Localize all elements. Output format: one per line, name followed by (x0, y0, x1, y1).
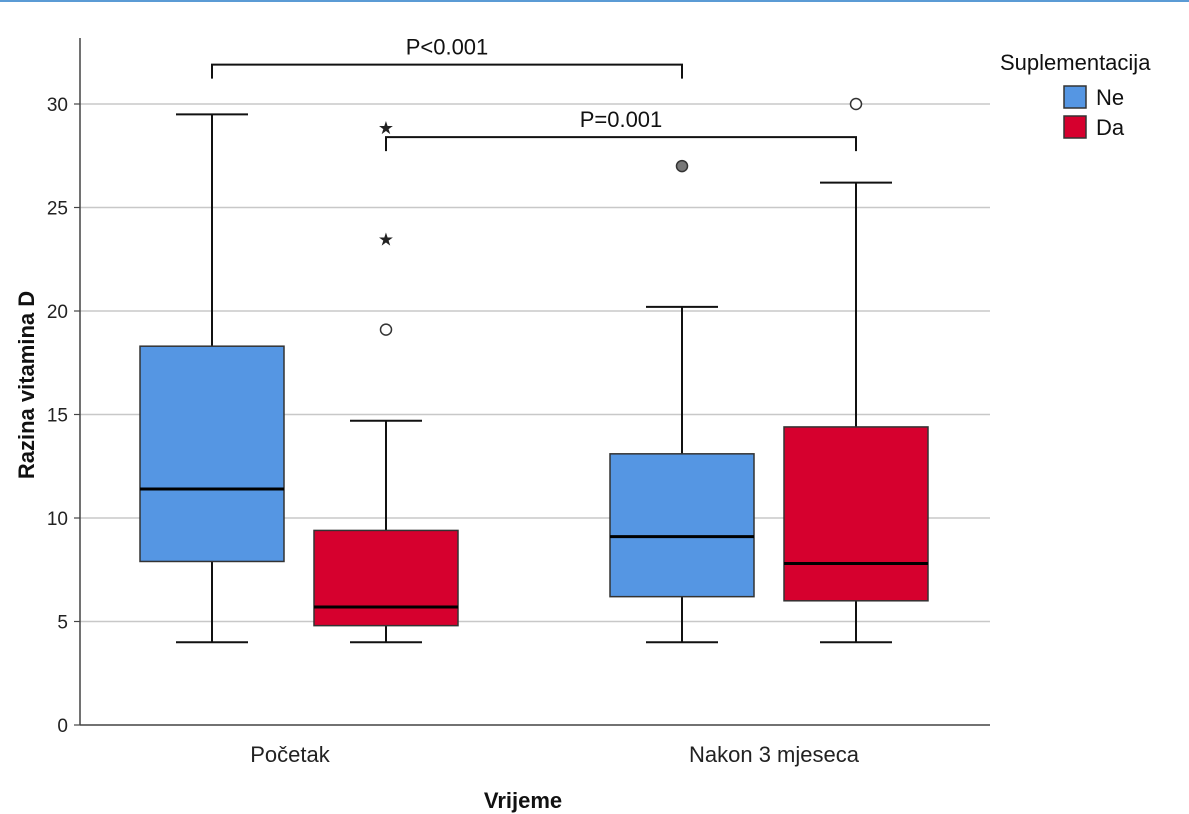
box-iqr (313, 529, 459, 627)
y-tick-label: 25 (47, 199, 68, 220)
axes (79, 38, 990, 726)
x-category-label: Početak (250, 742, 330, 767)
significance-label: P=0.001 (580, 107, 663, 132)
y-tick-label: 10 (47, 509, 68, 530)
box-iqr (139, 345, 285, 563)
significance-bracket: P=0.001 (385, 107, 857, 152)
outlier-point (675, 159, 689, 173)
legend-label: Ne (1096, 85, 1124, 110)
y-tick-label: 5 (57, 613, 68, 634)
box-2 (609, 159, 755, 644)
top-border-line (0, 0, 1189, 2)
bracket-line (385, 136, 857, 152)
legend-swatch (1063, 115, 1087, 139)
y-tick-label: 30 (47, 95, 68, 116)
extreme-point: ★ (378, 118, 394, 138)
significance-label: P<0.001 (406, 35, 489, 60)
box-3 (783, 97, 929, 644)
outlier-point (379, 323, 393, 336)
y-tick-label: 20 (47, 302, 68, 323)
y-tick-labels: 0 5 10 15 20 25 30 (47, 95, 80, 737)
y-axis-title: Razina vitamina D (14, 291, 39, 479)
boxes: ★★ (139, 97, 929, 644)
bracket-line (211, 63, 683, 79)
legend-label: Da (1096, 115, 1125, 140)
extreme-point: ★ (378, 230, 394, 250)
box-iqr (783, 426, 929, 602)
outlier-point (849, 97, 863, 111)
box-0 (139, 113, 285, 644)
box-1: ★★ (313, 118, 459, 644)
significance-annotations: P<0.001 P=0.001 (211, 35, 857, 152)
box-iqr (609, 453, 755, 598)
x-axis-title: Vrijeme (484, 788, 562, 813)
y-tick-label: 15 (47, 406, 68, 427)
legend-title: Suplementacija (1000, 50, 1151, 75)
x-category-labels: Početak Nakon 3 mjeseca (250, 742, 859, 767)
y-tick-label: 0 (57, 716, 68, 737)
legend: Suplementacija Ne Da (1000, 50, 1151, 140)
significance-bracket: P<0.001 (211, 35, 683, 79)
legend-swatch (1063, 85, 1087, 109)
x-category-label: Nakon 3 mjeseca (689, 742, 860, 767)
